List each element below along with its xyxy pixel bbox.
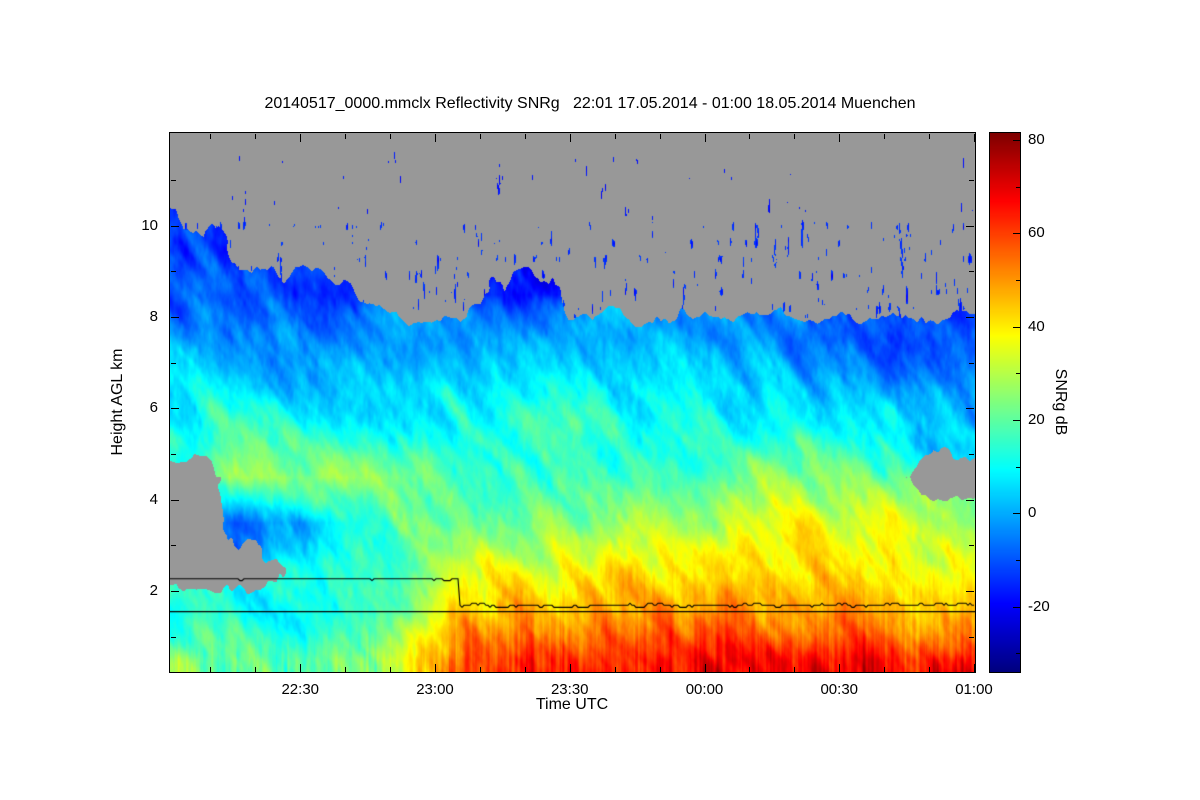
y-major-tick-left (171, 317, 179, 319)
y-minor-tick-right (969, 454, 974, 456)
x-major-tick-bottom (569, 664, 571, 672)
y-minor-tick-right (969, 362, 974, 364)
colorbar-border (989, 132, 1021, 673)
y-minor-tick-right (969, 271, 974, 273)
x-major-tick-top (704, 134, 706, 142)
y-major-tick-left (171, 408, 179, 410)
x-minor-tick-top (255, 134, 257, 139)
x-minor-tick-bottom (659, 667, 661, 672)
x-tick-label: 00:30 (820, 681, 859, 698)
colorbar-tick-label: 20 (1028, 411, 1045, 428)
colorbar-canvas (990, 133, 1020, 672)
x-minor-tick-top (884, 134, 886, 139)
x-major-tick-bottom (704, 664, 706, 672)
x-minor-tick-bottom (479, 667, 481, 672)
x-major-tick-bottom (839, 664, 841, 672)
x-minor-tick-top (524, 134, 526, 139)
y-minor-tick-left (171, 636, 176, 638)
x-minor-tick-top (749, 134, 751, 139)
y-major-tick-right (966, 225, 974, 227)
x-major-tick-top (839, 134, 841, 142)
plot-border (169, 132, 976, 673)
x-major-tick-top (974, 134, 975, 142)
y-minor-tick-left (171, 362, 176, 364)
y-tick-label: 6 (149, 399, 158, 417)
y-minor-tick-right (969, 636, 974, 638)
x-minor-tick-top (794, 134, 796, 139)
y-tick-label: 2 (149, 582, 158, 600)
x-major-tick-bottom (435, 664, 436, 672)
heatmap-canvas (170, 133, 975, 672)
y-minor-tick-left (171, 454, 176, 456)
y-minor-tick-right (969, 180, 974, 182)
colorbar-minor-tick (1016, 280, 1020, 281)
y-tick-label: 4 (149, 490, 158, 508)
x-minor-tick-top (345, 134, 347, 139)
colorbar-tick-label: -20 (1028, 597, 1050, 615)
x-minor-tick-top (659, 134, 661, 139)
x-tick-label: 01:00 (955, 681, 993, 698)
x-tick-label: 00:00 (685, 681, 724, 698)
y-minor-tick-left (171, 180, 176, 182)
x-minor-tick-top (390, 134, 392, 139)
y-minor-tick-left (171, 545, 176, 547)
colorbar-minor-tick (1016, 373, 1020, 375)
colorbar-label: SNRg dB (1052, 368, 1069, 436)
x-minor-tick-bottom (345, 667, 347, 672)
colorbar-tick-label: 80 (1028, 131, 1045, 148)
x-major-tick-bottom (300, 664, 302, 672)
x-minor-tick-bottom (524, 667, 526, 672)
y-major-tick-right (966, 499, 974, 501)
x-tick-label: 22:30 (281, 681, 320, 698)
x-minor-tick-top (929, 134, 931, 139)
colorbar-tick (1013, 140, 1020, 141)
x-tick-label: 23:30 (550, 681, 589, 698)
y-minor-tick-right (969, 545, 974, 547)
x-axis-label: Time UTC (535, 696, 609, 713)
colorbar-minor-tick (1016, 186, 1020, 188)
x-major-tick-top (435, 134, 436, 142)
y-major-tick-left (171, 591, 179, 593)
y-major-tick-left (171, 499, 179, 501)
x-minor-tick-bottom (255, 667, 257, 672)
colorbar-tick (1013, 606, 1020, 608)
x-minor-tick-bottom (390, 667, 392, 672)
y-tick-label: 10 (141, 216, 158, 234)
colorbar-tick (1013, 233, 1020, 235)
colorbar-minor-tick (1016, 466, 1020, 468)
x-minor-tick-bottom (929, 667, 931, 672)
y-tick-label: 8 (149, 308, 158, 326)
x-major-tick-top (300, 134, 302, 142)
x-minor-tick-bottom (749, 667, 751, 672)
y-major-tick-right (966, 591, 974, 593)
colorbar-minor-tick (1016, 560, 1020, 561)
x-minor-tick-top (210, 134, 212, 139)
x-minor-tick-top (479, 134, 481, 139)
y-major-tick-left (171, 225, 179, 227)
colorbar-tick-label: 40 (1028, 317, 1045, 335)
x-minor-tick-bottom (794, 667, 796, 672)
x-minor-tick-bottom (210, 667, 212, 672)
y-minor-tick-left (171, 271, 176, 273)
chart-title: 20140517_0000.mmclx Reflectivity SNRg 22… (264, 95, 916, 112)
colorbar-tick (1013, 326, 1020, 328)
colorbar-minor-tick (1016, 653, 1020, 655)
y-major-tick-right (966, 408, 974, 410)
x-tick-label: 23:00 (416, 681, 454, 698)
colorbar-tick-label: 0 (1028, 504, 1037, 522)
x-minor-tick-bottom (614, 667, 616, 672)
y-major-tick-right (966, 317, 974, 319)
x-minor-tick-top (614, 134, 616, 139)
colorbar-tick-label: 60 (1028, 224, 1045, 242)
x-major-tick-top (569, 134, 571, 142)
colorbar-tick (1013, 420, 1020, 421)
x-major-tick-bottom (974, 664, 975, 672)
colorbar-tick (1013, 513, 1020, 515)
x-minor-tick-bottom (884, 667, 886, 672)
